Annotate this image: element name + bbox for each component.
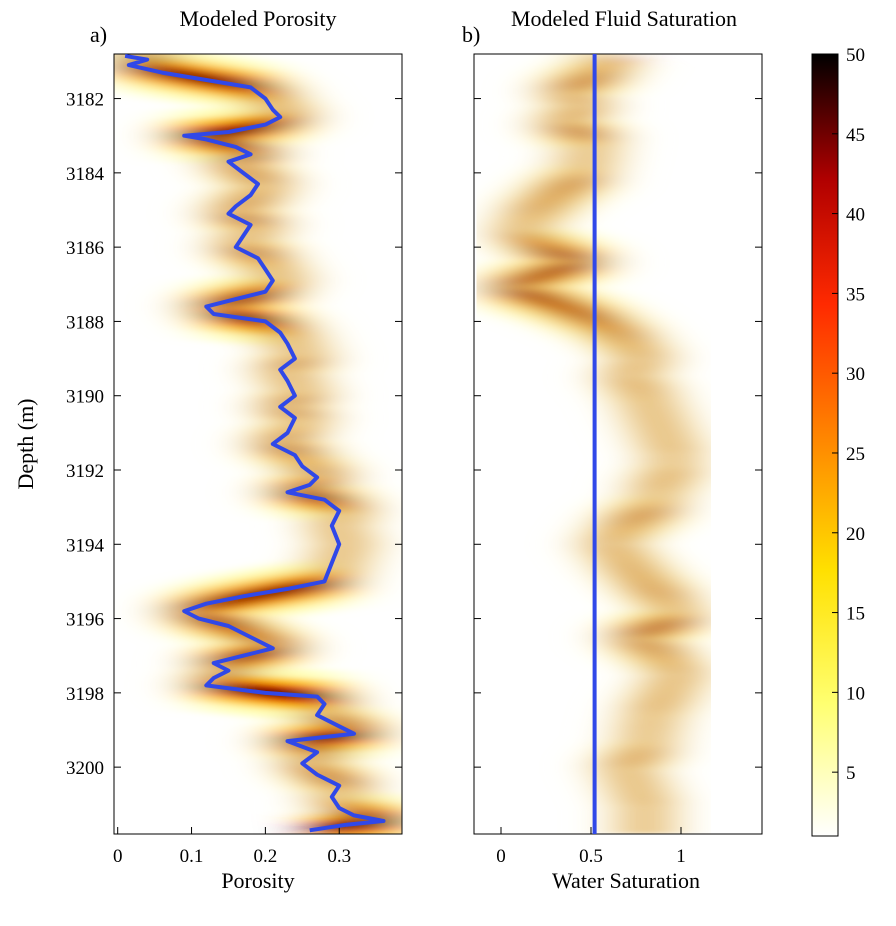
colorbar-tick-label: 45 bbox=[846, 125, 865, 146]
xtick-label: 0 bbox=[113, 846, 123, 867]
panel-a-ytick-labels: 3182 3184 3186 3188 3190 3192 3194 3196 3198 3200 bbox=[66, 90, 105, 780]
ytick-label: 3200 bbox=[66, 758, 104, 779]
ytick-label: 3194 bbox=[66, 535, 105, 556]
colorbar-tick-label: 50 bbox=[846, 45, 865, 66]
xtick-label: 0.2 bbox=[254, 846, 278, 867]
colorbar-tick-label: 40 bbox=[846, 205, 865, 226]
panel-a: 3182 3184 3186 3188 3190 3192 3194 3196 3198 3200… bbox=[13, 53, 403, 893]
panel-b-xtick-labels: 0 0.5 1 bbox=[496, 846, 686, 867]
xtick-label: 0.5 bbox=[579, 846, 603, 867]
panel-a-ticks bbox=[114, 98, 402, 834]
colorbar-frame bbox=[811, 53, 839, 837]
xtick-label: 0 bbox=[496, 846, 506, 867]
panel-a-ylabel: Depth (m) bbox=[13, 398, 38, 489]
panel-b-frame bbox=[473, 53, 763, 835]
panel-a-porosity-line bbox=[124, 54, 386, 833]
ytick-label: 3184 bbox=[66, 164, 105, 185]
colorbar-gradient bbox=[812, 54, 838, 836]
ytick-label: 3188 bbox=[66, 312, 104, 333]
panel-b: 0 0.5 1 Water Saturation bbox=[473, 53, 763, 893]
saturation-density-band-3 bbox=[506, 54, 682, 834]
panel-b-letter: b) bbox=[462, 22, 480, 47]
ytick-label: 3198 bbox=[66, 684, 104, 705]
ytick-label: 3196 bbox=[66, 610, 104, 631]
ytick-label: 3186 bbox=[66, 238, 104, 259]
panel-a-xtick-labels: 0 0.1 0.2 0.3 bbox=[113, 846, 351, 867]
ytick-label: 3182 bbox=[66, 90, 104, 111]
panel-b-title: Modeled Fluid Saturation bbox=[511, 6, 737, 31]
panel-a-heatmap bbox=[114, 54, 402, 834]
xtick-label: 0.1 bbox=[180, 846, 204, 867]
panel-b-ticks bbox=[474, 98, 762, 834]
xtick-label: 0.3 bbox=[327, 846, 351, 867]
colorbar-tick-label: 25 bbox=[846, 444, 865, 465]
ytick-label: 3190 bbox=[66, 387, 104, 408]
panel-a-xlabel: Porosity bbox=[221, 868, 294, 893]
colorbar-ticks: 5 10 15 20 25 30 35 40 45 50 bbox=[832, 45, 865, 784]
panel-a-letter: a) bbox=[90, 22, 107, 47]
colorbar-tick-label: 20 bbox=[846, 524, 865, 545]
panel-a-frame bbox=[113, 53, 403, 835]
colorbar-tick-label: 30 bbox=[846, 364, 865, 385]
xtick-label: 1 bbox=[676, 846, 686, 867]
colorbar: 5 10 15 20 25 30 35 40 45 50 bbox=[811, 45, 865, 837]
ytick-label: 3192 bbox=[66, 461, 104, 482]
panel-b-heatmap bbox=[484, 54, 704, 834]
panel-a-title: Modeled Porosity bbox=[179, 6, 336, 31]
colorbar-tick-label: 5 bbox=[846, 763, 856, 784]
porosity-density-band-3 bbox=[130, 54, 394, 834]
colorbar-tick-label: 15 bbox=[846, 604, 865, 625]
colorbar-tick-label: 35 bbox=[846, 284, 865, 305]
colorbar-tick-label: 10 bbox=[846, 683, 865, 704]
panel-b-xlabel: Water Saturation bbox=[552, 868, 700, 893]
